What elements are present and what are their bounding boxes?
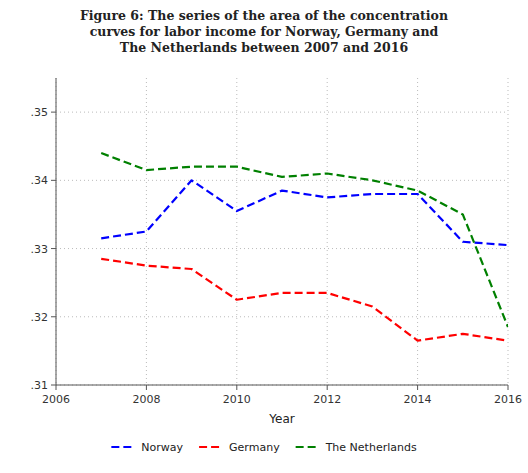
y-tick	[51, 248, 56, 249]
legend-item: The Netherlands	[296, 441, 417, 454]
y-grid-line	[56, 316, 508, 317]
y-tick-label: .32	[31, 311, 49, 324]
x-axis-line	[56, 385, 508, 386]
y-tick	[51, 385, 56, 386]
y-tick	[51, 316, 56, 317]
legend-label: The Netherlands	[325, 441, 417, 454]
x-tick	[327, 385, 328, 390]
x-grid-line	[56, 78, 57, 385]
legend-item: Germany	[199, 441, 280, 454]
y-tick-label: .33	[31, 243, 49, 256]
grid	[56, 78, 508, 385]
x-tick-label: 2014	[404, 393, 432, 406]
x-tick-label: 2012	[313, 393, 341, 406]
y-grid-line	[56, 180, 508, 181]
x-tick	[508, 385, 509, 390]
x-grid-line	[508, 78, 509, 385]
x-tick-label: 2006	[42, 393, 70, 406]
y-axis-line	[56, 78, 57, 385]
y-tick-label: .34	[31, 174, 49, 187]
y-tick	[51, 112, 56, 113]
series-line	[101, 180, 508, 245]
y-grid-line	[56, 248, 508, 249]
x-axis-label: Year	[268, 412, 294, 426]
x-tick	[146, 385, 147, 390]
legend-label: Germany	[229, 441, 280, 454]
x-tick-label: 2010	[223, 393, 251, 406]
x-tick	[417, 385, 418, 390]
x-tick	[236, 385, 237, 390]
legend-swatch	[111, 446, 135, 448]
x-grid-line	[236, 78, 237, 385]
x-grid-line	[146, 78, 147, 385]
series-line	[101, 153, 508, 327]
series-line	[101, 259, 508, 341]
axes: .31 .32 .33 .34 .35 2006 2008 2010 2012 2014 2016	[31, 78, 523, 406]
legend-item: Norway	[111, 441, 183, 454]
chart: Figure 6: The series of the area of the …	[0, 0, 528, 473]
legend-label: Norway	[141, 441, 183, 454]
x-tick-label: 2016	[494, 393, 522, 406]
x-tick	[56, 385, 57, 390]
y-tick-label: .35	[31, 106, 49, 119]
x-grid-line	[327, 78, 328, 385]
legend-swatch	[296, 446, 320, 448]
series-lines	[101, 153, 508, 341]
y-grid-line	[56, 385, 508, 386]
y-tick	[51, 180, 56, 181]
legend-swatch	[199, 446, 223, 448]
title: Figure 6: The series of the area of the …	[80, 8, 448, 55]
y-tick-label: .31	[31, 379, 49, 392]
x-grid-line	[417, 78, 418, 385]
x-tick-label: 2008	[132, 393, 160, 406]
legend: Norway Germany The Netherlands	[111, 441, 417, 454]
y-grid-line	[56, 112, 508, 113]
